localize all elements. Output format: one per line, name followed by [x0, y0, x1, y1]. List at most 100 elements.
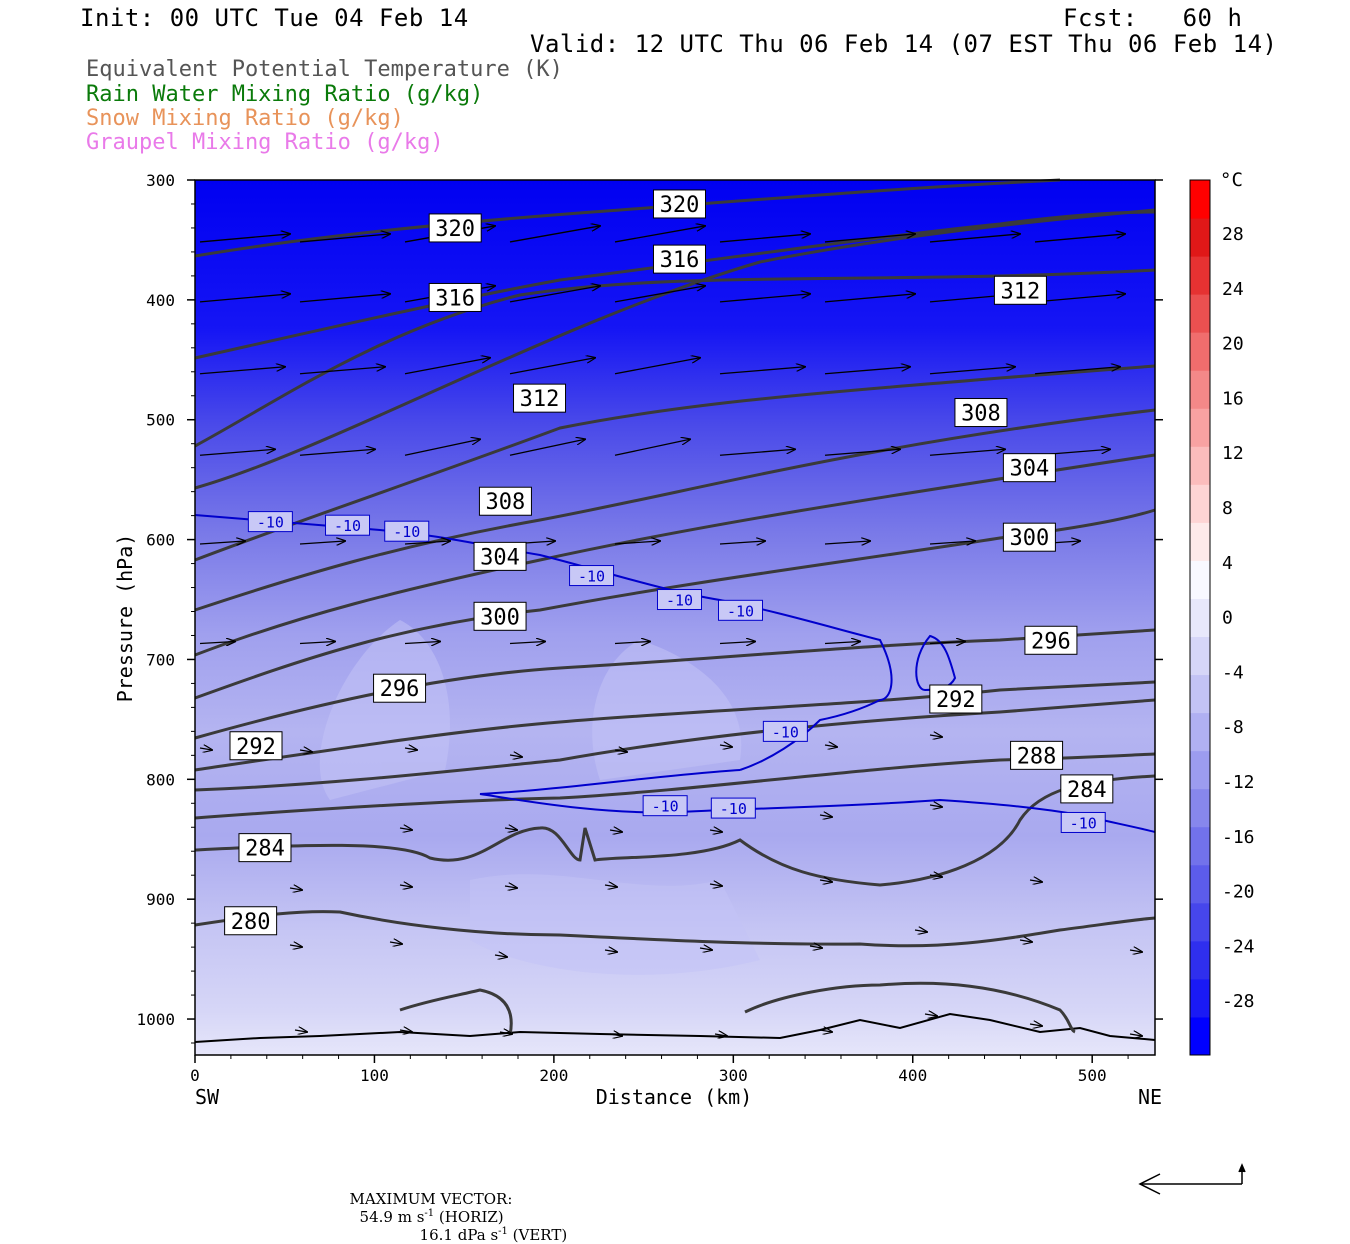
temperature-colorbar: 28 24 20 16 12 8 4 0 -4 -8 -12 -16 -20 -24 -28 — [1189, 179, 1255, 1056]
theta-e-label-box — [513, 383, 567, 413]
max-vert-suffix: (VERT) — [507, 1226, 568, 1244]
wind-vector — [404, 541, 450, 544]
wind-vector — [929, 234, 1020, 243]
theta-e-contour — [194, 268, 1156, 448]
wind-vector — [614, 641, 650, 643]
wind-vector — [199, 748, 212, 750]
y-tick-label: 600 — [146, 531, 175, 550]
wind-vector — [494, 955, 507, 957]
theta-e-label-box — [1002, 522, 1056, 552]
theta-e-label: 316 — [435, 286, 475, 311]
wind-vector — [819, 1030, 832, 1032]
wind-vector — [289, 888, 302, 890]
colorbar-swatch — [1190, 370, 1210, 409]
wind-vector — [199, 234, 290, 243]
colorbar-label: -20 — [1222, 882, 1255, 903]
shading-patch — [592, 640, 742, 780]
wind-vector — [824, 234, 915, 243]
legend-rain-water: Rain Water Mixing Ratio (g/kg) — [86, 82, 484, 107]
y-tick-label: 500 — [146, 411, 175, 430]
colorbar-swatch — [1190, 712, 1210, 752]
theta-e-contour — [194, 208, 1156, 490]
wind-vector — [614, 439, 690, 456]
wind-vector — [389, 942, 402, 944]
wind-vector — [1019, 940, 1032, 942]
wind-vector — [914, 930, 927, 932]
wind-vector — [809, 946, 822, 948]
wind-vector — [824, 541, 870, 544]
wind-vector — [509, 226, 600, 243]
wind-vector — [614, 358, 700, 375]
theta-e-contour — [194, 910, 1156, 948]
wind-vector — [199, 541, 245, 544]
wind-vector — [504, 886, 517, 888]
theta-e-contour — [194, 178, 1061, 258]
wind-vector — [199, 294, 290, 303]
theta-e-label: 284 — [1067, 778, 1107, 803]
theta-e-label-box — [929, 684, 983, 714]
wind-vector — [609, 830, 622, 832]
theta-e-label: 308 — [961, 402, 1001, 427]
theta-e-label-box — [428, 213, 482, 243]
theta-e-contour — [744, 981, 1076, 1034]
forecast-hour: Fcst: 60 h — [1063, 4, 1243, 32]
theta-e-label: 300 — [1010, 526, 1050, 551]
temperature-label-box — [1060, 811, 1106, 833]
wind-vectors — [199, 226, 1142, 1036]
theta-e-contours — [194, 178, 1156, 1036]
wind-vector — [824, 745, 837, 747]
wind-vector — [709, 830, 722, 832]
wind-vector — [404, 439, 480, 456]
temperature-label-box — [656, 589, 702, 611]
wind-vector — [299, 234, 390, 243]
colorbar-label: 0 — [1222, 608, 1233, 629]
colorbar-swatch — [1190, 940, 1210, 980]
wind-vector — [509, 641, 545, 643]
wind-vector — [604, 885, 617, 887]
cross-section-chart: 320 320 316 316 312 312 308 308 304 304 300 300 296 2… — [113, 169, 1255, 1109]
wind-vector — [399, 828, 412, 830]
temperature-label: -10 — [652, 798, 679, 816]
theta-e-contour — [194, 408, 1156, 612]
wind-vector — [824, 641, 860, 643]
wind-vector — [719, 449, 795, 456]
temperature-label: -10 — [772, 723, 799, 741]
colorbar-label: -8 — [1222, 717, 1244, 738]
theta-e-label-box — [993, 275, 1047, 305]
theta-e-contour — [194, 453, 1156, 657]
theta-e-label: 280 — [231, 910, 271, 935]
theta-e-label-box — [373, 673, 427, 703]
wind-vector — [929, 875, 942, 877]
wind-vector — [404, 641, 440, 643]
theta-e-label-box — [652, 189, 706, 219]
x-tick-label: 0 — [190, 1066, 200, 1085]
colorbar-swatch — [1190, 598, 1210, 638]
theta-e-contour — [399, 988, 513, 1036]
wind-vector — [719, 294, 810, 303]
wind-vector — [614, 286, 705, 303]
colorbar-swatch — [1190, 750, 1210, 790]
theta-e-contour — [194, 698, 1156, 792]
wind-vector — [399, 885, 412, 887]
temperature-label-box — [569, 565, 615, 587]
theta-e-label-box — [428, 282, 482, 312]
wind-vector — [404, 358, 490, 375]
x-tick-label: 200 — [539, 1066, 568, 1085]
temperature-label-box — [710, 797, 756, 819]
colorbar-label: -24 — [1222, 936, 1255, 957]
colorbar-label: 4 — [1222, 553, 1233, 574]
colorbar-label: 28 — [1222, 224, 1244, 245]
wind-vector — [199, 367, 285, 375]
temperature-label: -10 — [666, 592, 693, 610]
wind-vector — [924, 1014, 937, 1016]
wind-vector — [509, 358, 595, 375]
wind-vector — [614, 750, 627, 752]
theta-e-label: 304 — [1010, 457, 1050, 482]
theta-e-contour — [194, 210, 1156, 360]
colorbar-swatch — [1190, 180, 1210, 219]
wind-vector — [299, 367, 385, 375]
wind-vector — [509, 439, 585, 456]
y-tick-label: 300 — [146, 171, 175, 190]
wind-vector — [299, 641, 335, 643]
temperature-label-box — [247, 511, 293, 533]
